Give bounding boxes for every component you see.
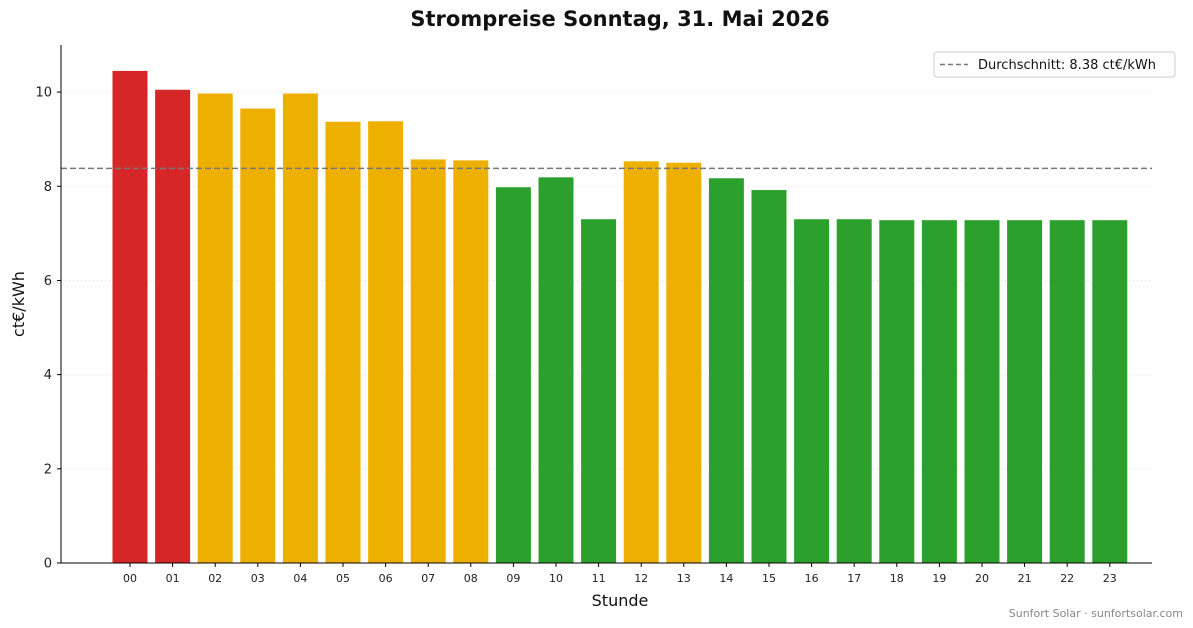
x-tick-label: 09 bbox=[506, 572, 520, 585]
x-tick-label: 11 bbox=[592, 572, 606, 585]
x-tick-label: 10 bbox=[549, 572, 563, 585]
x-tick-label: 03 bbox=[251, 572, 265, 585]
x-tick-label: 04 bbox=[293, 572, 307, 585]
bar-hour-22 bbox=[1049, 220, 1085, 564]
x-tick-labels: 00 01 02 03 04 05 06 07 08 09 10 11 12 13 14 15 16 17 18 19… bbox=[123, 563, 1117, 585]
y-tick-labels: 0 2 4 6 8 10 bbox=[35, 86, 61, 572]
x-tick-label: 20 bbox=[975, 572, 989, 585]
x-tick-label: 08 bbox=[464, 572, 478, 585]
x-tick-label: 02 bbox=[208, 572, 222, 585]
bar-hour-09 bbox=[495, 187, 531, 563]
y-axis-label: ct€/kWh bbox=[9, 271, 28, 337]
bar-hour-03 bbox=[240, 108, 276, 563]
x-tick-label: 15 bbox=[762, 572, 776, 585]
bars bbox=[112, 70, 1128, 564]
x-tick-label: 13 bbox=[677, 572, 691, 585]
bar-hour-21 bbox=[1007, 220, 1043, 564]
bar-hour-04 bbox=[282, 93, 318, 564]
bar-hour-19 bbox=[921, 220, 957, 564]
bar-hour-14 bbox=[708, 178, 744, 563]
bar-hour-11 bbox=[581, 219, 617, 563]
x-tick-label: 17 bbox=[847, 572, 861, 585]
x-tick-label: 07 bbox=[421, 572, 435, 585]
bar-hour-01 bbox=[155, 89, 191, 564]
footer-credit: Sunfort Solar · sunfortsolar.com bbox=[1009, 607, 1183, 620]
bar-hour-05 bbox=[325, 121, 361, 563]
bar-hour-06 bbox=[368, 121, 404, 564]
bar-hour-23 bbox=[1092, 220, 1128, 564]
bar-hour-08 bbox=[453, 160, 489, 563]
x-tick-label: 18 bbox=[890, 572, 904, 585]
x-tick-label: 19 bbox=[932, 572, 946, 585]
bar-hour-20 bbox=[964, 220, 1000, 564]
y-tick-label: 4 bbox=[44, 368, 52, 383]
bar-hour-02 bbox=[197, 93, 233, 564]
axes bbox=[60, 45, 1152, 564]
x-tick-label: 22 bbox=[1060, 572, 1074, 585]
x-tick-label: 21 bbox=[1018, 572, 1032, 585]
x-tick-label: 23 bbox=[1103, 572, 1117, 585]
x-tick-label: 01 bbox=[166, 572, 180, 585]
legend-box bbox=[933, 51, 1176, 78]
y-tick-label: 10 bbox=[35, 86, 52, 101]
bar-hour-17 bbox=[836, 219, 872, 563]
bar-hour-15 bbox=[751, 190, 787, 564]
y-tick-label: 0 bbox=[44, 557, 52, 572]
bar-hour-12 bbox=[623, 161, 659, 563]
x-tick-label: 00 bbox=[123, 572, 137, 585]
bar-hour-00 bbox=[112, 70, 148, 564]
legend: Durchschnitt: 8.38 ct€/kWh bbox=[933, 51, 1176, 78]
x-tick-label: 16 bbox=[805, 572, 819, 585]
bar-hour-18 bbox=[879, 220, 915, 564]
y-tick-label: 8 bbox=[44, 180, 52, 195]
bar-hour-16 bbox=[794, 219, 830, 563]
bar-hour-07 bbox=[410, 159, 446, 563]
x-tick-label: 05 bbox=[336, 572, 350, 585]
legend-average-label: Durchschnitt: 8.38 ct€/kWh bbox=[978, 58, 1156, 73]
x-tick-label: 06 bbox=[379, 572, 393, 585]
x-axis-label: Stunde bbox=[592, 591, 649, 610]
bar-hour-10 bbox=[538, 177, 574, 564]
chart-title: Strompreise Sonntag, 31. Mai 2026 bbox=[410, 7, 829, 31]
bar-hour-13 bbox=[666, 162, 702, 563]
y-tick-label: 2 bbox=[44, 462, 52, 477]
y-tick-label: 6 bbox=[44, 274, 52, 289]
x-tick-label: 12 bbox=[634, 572, 648, 585]
x-tick-label: 14 bbox=[719, 572, 733, 585]
